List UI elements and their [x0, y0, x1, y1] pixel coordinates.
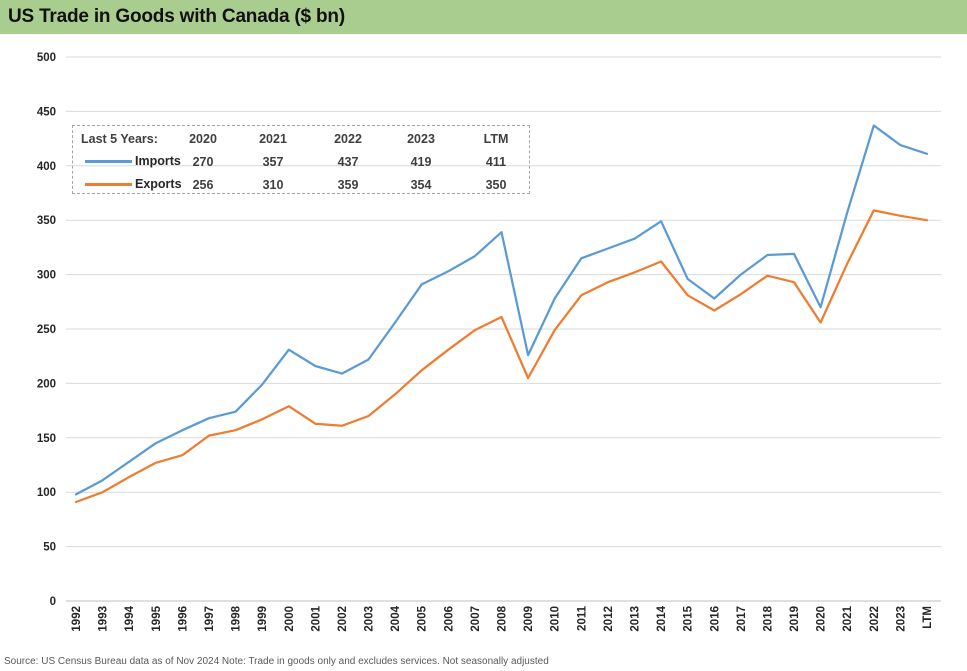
- x-axis-tick-label: 1994: [124, 605, 136, 631]
- x-axis-tick-label: 2011: [576, 605, 588, 631]
- legend-exports-value: 256: [192, 178, 214, 192]
- x-axis-tick-label: 1999: [257, 606, 269, 632]
- x-axis-tick-label: 2019: [789, 606, 801, 632]
- legend-heading: Last 5 Years:: [81, 132, 158, 146]
- legend-exports-value: 350: [485, 178, 507, 192]
- legend-year-header: 2021: [259, 132, 287, 146]
- x-axis-tick-label: 2015: [683, 605, 695, 631]
- y-axis-tick-label: 200: [37, 378, 56, 390]
- legend-imports-value: 411: [485, 155, 507, 169]
- x-axis-tick-label: 1996: [177, 606, 189, 632]
- x-axis-tick-label: 2005: [417, 605, 429, 631]
- x-axis-tick-label: 2010: [550, 606, 562, 632]
- legend-imports-value: 270: [192, 155, 214, 169]
- y-axis-tick-label: 450: [37, 106, 56, 118]
- legend-year-header: 2022: [334, 132, 362, 146]
- legend-imports-value: 419: [410, 155, 432, 169]
- x-axis-tick-label: 1997: [204, 606, 216, 632]
- y-axis-tick-label: 0: [50, 596, 56, 608]
- exports-line-series: [74, 209, 929, 504]
- x-axis-tick-label: 1998: [231, 605, 243, 631]
- chart-legend: Last 5 Years: Imports Exports 2020 270 256…: [72, 125, 530, 194]
- exports-line-swatch-icon: [85, 183, 132, 186]
- x-axis-tick-label: 2008: [497, 605, 509, 631]
- x-axis-tick-label: 2012: [603, 606, 615, 632]
- x-axis-tick-label: 2009: [523, 606, 535, 632]
- legend-imports-value: 357: [262, 155, 284, 169]
- y-axis-tick-label: 500: [37, 52, 56, 64]
- x-axis-tick-label: 2004: [390, 605, 402, 631]
- legend-exports-value: 354: [410, 178, 432, 192]
- x-axis-tick-label: 2002: [337, 606, 349, 632]
- y-axis-tick-label: 150: [37, 433, 56, 445]
- legend-imports-value: 437: [337, 155, 359, 169]
- x-axis-tick-label: 2018: [762, 605, 774, 631]
- source-note: Source: US Census Bureau data as of Nov …: [4, 656, 549, 667]
- x-axis-tick-label: 2016: [709, 606, 721, 632]
- x-axis-tick-label: 2013: [629, 606, 641, 632]
- y-axis-tick-label: 350: [37, 215, 56, 227]
- x-axis-tick-label: 2021: [842, 605, 854, 631]
- y-axis-tick-label: 250: [37, 324, 56, 336]
- chart-title-bar: US Trade in Goods with Canada ($ bn): [0, 0, 967, 34]
- x-axis-tick-label: 2006: [443, 606, 455, 632]
- legend-exports-value: 359: [337, 178, 359, 192]
- x-axis-tick-label: 2020: [816, 606, 828, 632]
- y-axis-tick-label: 400: [37, 161, 56, 173]
- x-axis-tick-label: 2014: [656, 605, 668, 631]
- x-axis-tick-label: 2023: [895, 606, 907, 632]
- x-axis-tick-label: 2007: [470, 606, 482, 632]
- x-axis-tick-label: 2017: [736, 606, 748, 632]
- x-axis-tick-label: 2003: [364, 606, 376, 632]
- y-axis-tick-label: 300: [37, 270, 56, 282]
- legend-label-exports: Exports: [135, 177, 182, 191]
- legend-year-header: LTM: [483, 132, 509, 146]
- imports-line-series: [74, 124, 929, 496]
- legend-exports-value: 310: [262, 178, 284, 192]
- x-axis-tick-label: 2000: [284, 606, 296, 632]
- x-axis-tick-label: 1995: [151, 605, 163, 631]
- x-axis-tick-label: 2022: [869, 606, 881, 632]
- x-axis-tick-label: 2001: [310, 605, 322, 631]
- imports-line-swatch-icon: [85, 160, 132, 163]
- legend-label-imports: Imports: [135, 154, 181, 168]
- x-axis-tick-label: 1992: [71, 606, 83, 632]
- legend-year-header: 2023: [407, 132, 435, 146]
- y-axis-tick-label: 50: [43, 542, 56, 554]
- y-axis-tick-label: 100: [37, 487, 56, 499]
- legend-year-header: 2020: [189, 132, 217, 146]
- x-axis-tick-label: 1993: [98, 606, 110, 632]
- chart-title: US Trade in Goods with Canada ($ bn): [8, 6, 345, 27]
- x-axis-tick-label: LTM: [922, 606, 934, 629]
